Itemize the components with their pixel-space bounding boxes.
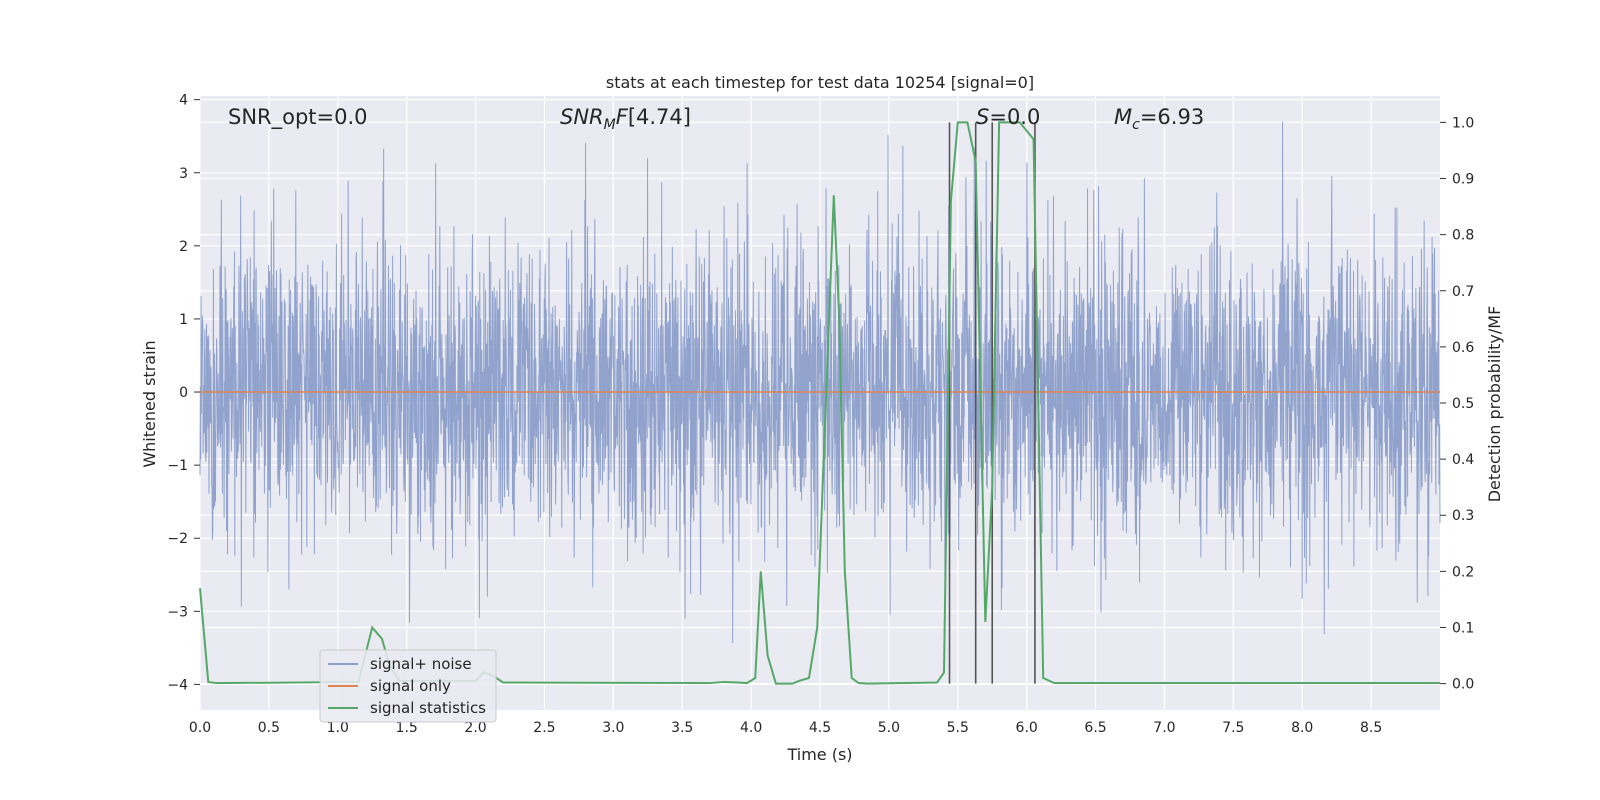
x-tick-12: 6.0: [1016, 720, 1038, 736]
yr-tick-0: 1.0: [1452, 115, 1474, 131]
tick-labels: 0.0 0.5 1.0 1.5 2.0 2.5 3.0 3.5 4.0 4.5 5.0 5.5 6.0 6…: [167, 93, 1474, 736]
x-tick-8: 4.0: [740, 720, 762, 736]
x-tick-9: 4.5: [809, 720, 831, 736]
yr-tick-10: 0.0: [1452, 677, 1474, 693]
x-tick-13: 6.5: [1084, 720, 1106, 736]
yl-tick-6: −2: [167, 531, 188, 547]
yr-tick-8: 0.2: [1452, 564, 1474, 580]
annotation-mc: Mc=6.93: [1114, 105, 1204, 133]
series-signal-plus-noise: [199, 121, 1441, 644]
x-tick-6: 3.0: [602, 720, 624, 736]
yl-tick-3: 1: [179, 312, 188, 328]
x-tick-5: 2.5: [533, 720, 555, 736]
yr-tick-2: 0.8: [1452, 228, 1474, 244]
yl-tick-8: −4: [167, 677, 188, 693]
yl-tick-2: 2: [179, 239, 188, 255]
yl-tick-5: −1: [167, 458, 188, 474]
yr-tick-6: 0.4: [1452, 452, 1474, 468]
yl-tick-7: −3: [167, 604, 188, 620]
x-tick-11: 5.5: [947, 720, 969, 736]
yr-tick-1: 0.9: [1452, 172, 1474, 188]
legend-label-statistics: signal statistics: [370, 699, 486, 717]
yl-tick-1: 3: [179, 166, 188, 182]
yl-tick-0: 4: [179, 93, 188, 109]
yr-tick-7: 0.3: [1452, 508, 1474, 524]
yr-tick-5: 0.5: [1452, 396, 1474, 412]
y-axis-label-right: Detection probability/MF: [1485, 306, 1504, 503]
legend-label-noise: signal+ noise: [370, 655, 472, 673]
x-axis-label: Time (s): [786, 745, 852, 764]
annotation-snr-opt: SNR_opt=0.0: [228, 105, 368, 130]
yr-tick-4: 0.6: [1452, 340, 1474, 356]
x-tick-10: 5.0: [878, 720, 900, 736]
x-tick-17: 8.5: [1360, 720, 1382, 736]
x-tick-4: 2.0: [464, 720, 486, 736]
x-tick-0: 0.0: [189, 720, 211, 736]
x-tick-14: 7.0: [1153, 720, 1175, 736]
x-tick-16: 8.0: [1291, 720, 1313, 736]
x-tick-15: 7.5: [1222, 720, 1244, 736]
legend-label-signal-only: signal only: [370, 677, 451, 695]
x-tick-1: 0.5: [258, 720, 280, 736]
x-tick-3: 1.5: [396, 720, 418, 736]
annotation-s: S=0.0: [976, 105, 1040, 129]
annotation-snr-mf: SNRMF[4.74]: [560, 105, 691, 133]
legend-box: [319, 649, 497, 723]
yr-tick-9: 0.1: [1452, 620, 1474, 636]
chart-title: stats at each timestep for test data 102…: [606, 73, 1034, 92]
x-tick-7: 3.5: [671, 720, 693, 736]
yl-tick-4: 0: [179, 385, 188, 401]
y-axis-label-left: Whitened strain: [140, 340, 159, 467]
noise-line: [199, 121, 1441, 644]
x-tick-2: 1.0: [327, 720, 349, 736]
legend: signal+ noise signal only signal statist…: [319, 649, 497, 723]
yr-tick-3: 0.7: [1452, 284, 1474, 300]
